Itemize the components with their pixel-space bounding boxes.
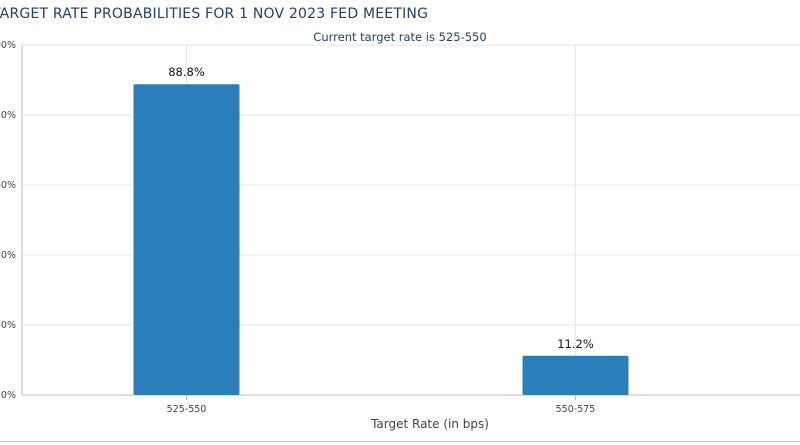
data-label: 88.8% [168,65,205,79]
chart-title: TARGET RATE PROBABILITIES FOR 1 NOV 2023… [0,6,429,22]
y-tick-label: 20% [0,320,16,331]
y-tick-label: 40% [0,250,16,261]
data-label: 11.2% [557,337,594,351]
y-tick-label: 80% [0,110,16,121]
bar-525-550 [133,84,240,395]
y-tick-label: 100% [0,40,16,51]
bottom-divider [0,441,800,442]
y-tick-label: 0% [1,390,16,401]
x-tick-label: 550-575 [556,404,596,415]
chart-subtitle: Current target rate is 525-550 [313,30,487,44]
bar-550-575 [522,355,629,395]
y-tick-label: 60% [0,180,16,191]
x-axis-title: Target Rate (in bps) [371,417,489,431]
x-tick-label: 525-550 [167,404,207,415]
